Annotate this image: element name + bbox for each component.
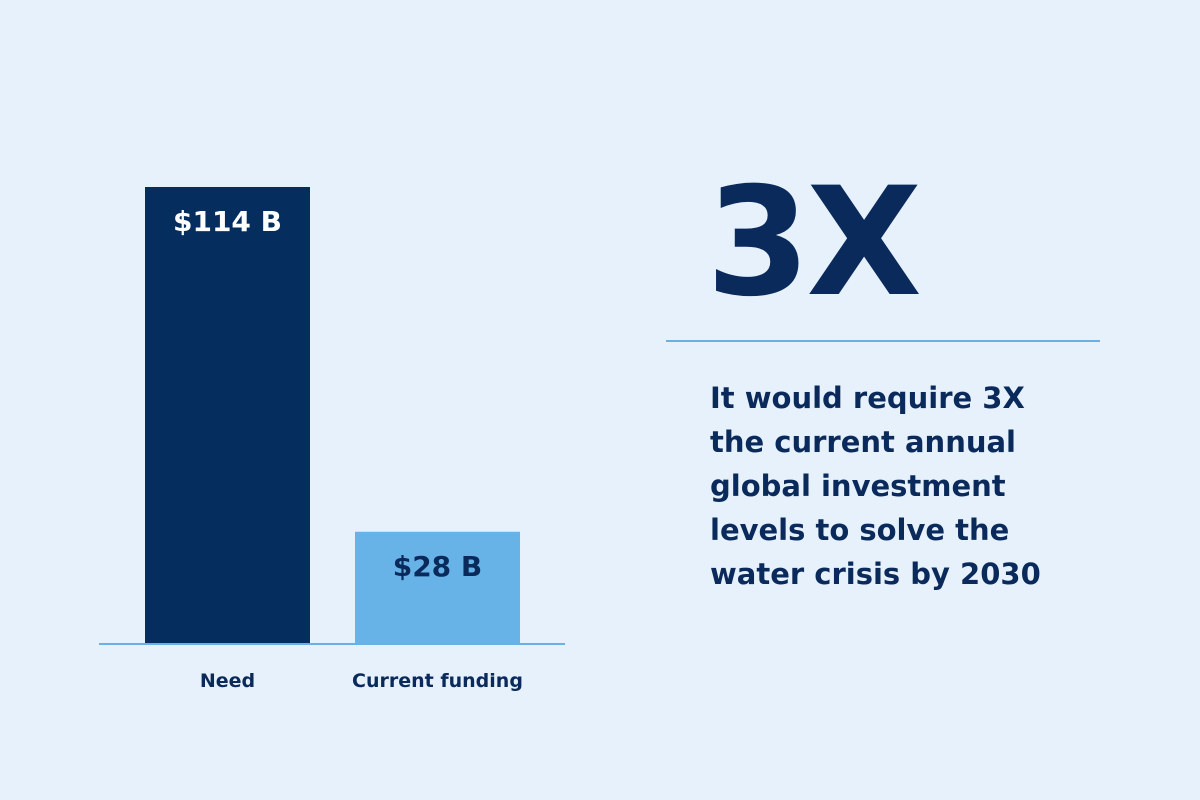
value-label-need: $114 B xyxy=(173,205,282,238)
bar-need xyxy=(145,187,310,644)
multiplier-stat: 3X xyxy=(706,156,922,330)
category-label-current-funding: Current funding xyxy=(352,670,523,692)
callout-statement: It would require 3X the current annual g… xyxy=(710,381,1041,591)
value-label-current-funding: $28 B xyxy=(393,550,483,583)
bars-group xyxy=(145,187,520,644)
category-label-need: Need xyxy=(200,670,255,692)
bar-current-funding xyxy=(355,531,520,644)
labels-group: $114 B Need $28 B Current funding xyxy=(173,205,523,692)
bar-chart: $114 B Need $28 B Current funding xyxy=(99,187,565,692)
divider-line xyxy=(666,340,1100,342)
